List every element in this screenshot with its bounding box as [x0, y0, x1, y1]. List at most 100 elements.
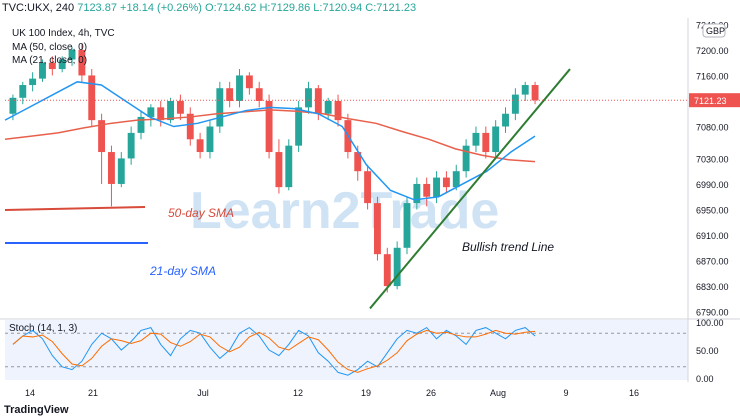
candle-body	[452, 171, 460, 188]
price-change: 7123.87 +18.14 (+0.26%)	[77, 2, 202, 14]
chart-legend-title: UK 100 Index, 4h, TVC	[12, 28, 115, 39]
candle-body	[511, 94, 519, 114]
x-tick-label: 16	[629, 388, 639, 398]
candle-body	[58, 59, 66, 70]
candle-body	[442, 177, 450, 188]
y-tick-label: 7030.00	[696, 154, 729, 164]
candle-body	[196, 139, 204, 153]
candle-body	[354, 152, 362, 172]
candle-body	[472, 132, 480, 146]
candle-body	[492, 126, 500, 153]
watermark: Learn2Trade	[190, 182, 499, 240]
y-tick-label: 6870.00	[696, 257, 729, 267]
candle-body	[127, 132, 135, 159]
candle-body	[107, 152, 115, 184]
last-price-label: 7121.23	[694, 96, 727, 106]
stoch-tick-label: 100.00	[696, 318, 724, 328]
candle-body	[403, 203, 411, 248]
last-price-badge	[689, 93, 740, 108]
candle-body	[255, 88, 263, 101]
stoch-d-line	[12, 329, 536, 373]
close-value: C:7121.23	[365, 2, 417, 14]
sma21-annotation: 21-day SMA	[149, 264, 216, 278]
candle-body	[413, 183, 421, 204]
candle-body	[314, 88, 322, 114]
tradingview-logo: TradingView	[4, 404, 69, 416]
candle-body	[482, 132, 490, 153]
candle-body	[423, 183, 431, 197]
y-tick-label: 7160.00	[696, 71, 729, 81]
candle-body	[433, 177, 441, 197]
trend-annotation: Bullish trend Line	[462, 240, 554, 254]
candle-body	[167, 100, 175, 121]
candle-body	[137, 116, 145, 133]
x-tick-label: 26	[426, 388, 436, 398]
currency-label: GBP	[706, 26, 725, 36]
candle-body	[48, 62, 56, 70]
sma50-marker-line	[4, 206, 146, 211]
candle-body	[176, 100, 184, 114]
ma21-line	[4, 81, 536, 201]
x-tick-label: 12	[293, 388, 303, 398]
candle-body	[531, 85, 539, 101]
candle-body	[275, 152, 283, 188]
candle-body	[39, 62, 46, 79]
currency-badge	[702, 23, 726, 38]
stoch-tick-label: 50.00	[696, 346, 719, 356]
candle-body	[9, 97, 17, 114]
bullish-trend-line	[369, 68, 571, 310]
x-tick-label: 9	[563, 388, 568, 398]
candle-body	[186, 113, 194, 140]
low-value: L:7120.94	[313, 2, 363, 14]
candle-body	[88, 75, 96, 121]
candle-body	[98, 120, 106, 153]
sma50-annotation: 50-day SMA	[168, 206, 234, 220]
stoch-k-line	[12, 326, 536, 376]
candle-body	[68, 49, 76, 60]
stoch-tick-label: 0.00	[696, 374, 714, 384]
candle-body	[147, 107, 155, 117]
candle-body	[29, 78, 37, 86]
y-tick-label: 6910.00	[696, 231, 729, 241]
stoch-panel-bg	[5, 320, 688, 380]
candle-body	[78, 49, 86, 76]
candle-body	[521, 85, 529, 95]
candle-body	[373, 203, 381, 255]
candle-body	[334, 100, 342, 121]
open-value: O:7124.62	[205, 2, 257, 14]
ma50-legend: MA (50, close, 0)	[12, 42, 88, 53]
ma21-legend: MA (21, close, 0)	[12, 55, 88, 66]
y-tick-label: 6790.00	[696, 308, 729, 318]
candle-body	[502, 113, 509, 127]
ma50-line	[4, 109, 536, 163]
stoch-label: Stoch (14, 1, 3)	[9, 323, 77, 334]
y-tick-label: 7080.00	[696, 123, 729, 133]
candle-body	[285, 145, 293, 188]
candle-body	[117, 158, 125, 184]
candle-body	[245, 75, 253, 89]
x-tick-label: Aug	[490, 388, 506, 398]
candle-body	[324, 100, 332, 114]
candle-body	[295, 107, 303, 146]
candle-body	[393, 247, 401, 287]
y-tick-label: 6830.00	[696, 282, 729, 292]
candle-body	[216, 88, 224, 127]
candle-body	[157, 107, 165, 121]
candle-body	[305, 88, 312, 108]
candle-body	[462, 145, 470, 172]
x-tick-label: 21	[88, 388, 98, 398]
high-value: H:7129.86	[259, 2, 311, 14]
symbol-name[interactable]: TVC:UKX, 240	[2, 2, 75, 14]
y-tick-label: 6990.00	[696, 180, 729, 190]
candle-body	[19, 85, 27, 98]
y-tick-label: 7200.00	[696, 46, 729, 56]
x-tick-label: Jul	[197, 388, 209, 398]
candle-body	[206, 126, 214, 153]
x-tick-label: 14	[25, 388, 35, 398]
y-tick-label: 6950.00	[696, 205, 729, 215]
x-tick-label: 19	[361, 388, 371, 398]
candle-body	[383, 254, 391, 287]
candle-body	[364, 171, 372, 204]
candle-body	[236, 75, 243, 101]
